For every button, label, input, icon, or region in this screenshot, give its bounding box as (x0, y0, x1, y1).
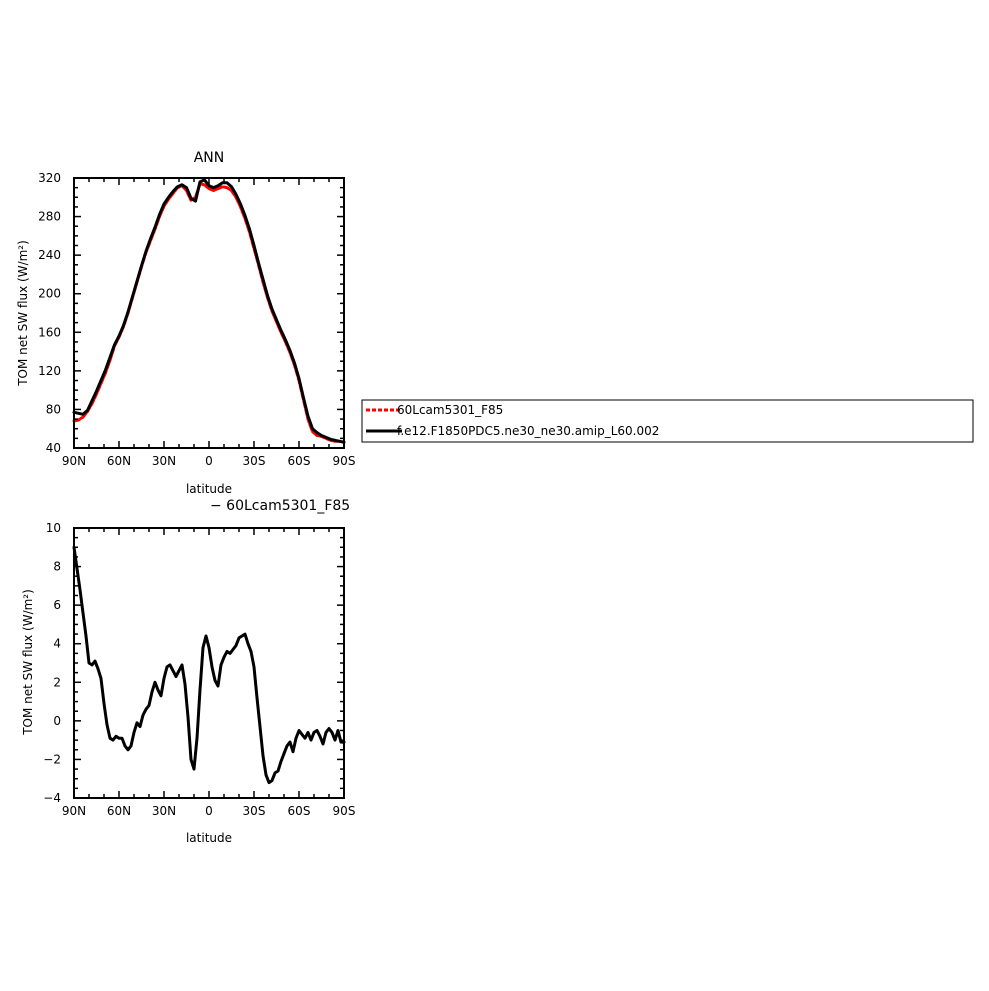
plot-frame (73, 177, 345, 449)
y-tick-label: 8 (53, 560, 61, 574)
y-tick-label: 10 (46, 521, 61, 535)
y-tick-label: 80 (46, 402, 61, 416)
x-tick-label: 30N (152, 804, 176, 818)
y-tick-label: 280 (38, 210, 61, 224)
y-tick-label: 160 (38, 325, 61, 339)
bottom-panel: − 60Lcam5301_F85 90N 60N 30N 0 30S 60S 90S −4 −2… (21, 498, 355, 845)
bottom-y-axis-label: TOM net SW flux (W/m²) (21, 589, 35, 736)
bottom-plot-area: 90N 60N 30N 0 30S 60S 90S −4 −2 0 2 4 6 8 10 (43, 521, 355, 818)
x-tick-label: 0 (205, 804, 213, 818)
bottom-chart-title: − 60Lcam5301_F85 (210, 498, 350, 514)
y-tick-label: 2 (53, 675, 61, 689)
top-y-axis-label: TOM net SW flux (W/m²) (16, 240, 30, 387)
x-tick-label: 90S (333, 804, 356, 818)
y-tick-label: 200 (38, 287, 61, 301)
legend: 60Lcam5301_F85 f.e12.F1850PDC5.ne30_ne30… (361, 399, 974, 443)
y-tick-label: −2 (43, 752, 61, 766)
x-tick-label: 60N (107, 454, 131, 468)
bottom-x-axis-label: latitude (186, 831, 232, 845)
y-tick-label: 0 (53, 714, 61, 728)
plot-frame (73, 527, 345, 799)
y-tick-label: 4 (53, 637, 61, 651)
y-tick-label: 40 (46, 441, 61, 455)
x-tick-label: 60N (107, 804, 131, 818)
x-tick-label: 30S (243, 454, 266, 468)
top-x-axis-label: latitude (186, 482, 232, 496)
x-tick-label: 90N (62, 454, 86, 468)
y-tick-label: −4 (43, 791, 61, 805)
legend-entry-series-1: 60Lcam5301_F85 (397, 403, 503, 417)
x-tick-label: 30S (243, 804, 266, 818)
x-tick-label: 30N (152, 454, 176, 468)
x-tick-label: 0 (205, 454, 213, 468)
x-tick-label: 60S (288, 804, 311, 818)
top-plot-area: 90N 60N 30N 0 30S 60S 90S 40 80 120 160 200 240 280 32… (38, 171, 355, 468)
series-line-0-1 (72, 178, 346, 444)
top-panel: ANN 90N 60N 30N 0 30S 60S 90S 40 80 120 160 200 240 2… (16, 150, 355, 496)
top-chart-title: ANN (194, 150, 225, 166)
y-tick-label: 6 (53, 598, 61, 612)
x-tick-label: 90N (62, 804, 86, 818)
x-tick-label: 90S (333, 454, 356, 468)
legend-box (361, 399, 974, 443)
x-tick-label: 60S (288, 454, 311, 468)
series-line-1-0 (72, 545, 346, 785)
y-tick-label: 240 (38, 248, 61, 262)
legend-entry-series-2: f.e12.F1850PDC5.ne30_ne30.amip_L60.002 (397, 424, 659, 438)
y-tick-label: 120 (38, 364, 61, 378)
y-tick-label: 320 (38, 171, 61, 185)
